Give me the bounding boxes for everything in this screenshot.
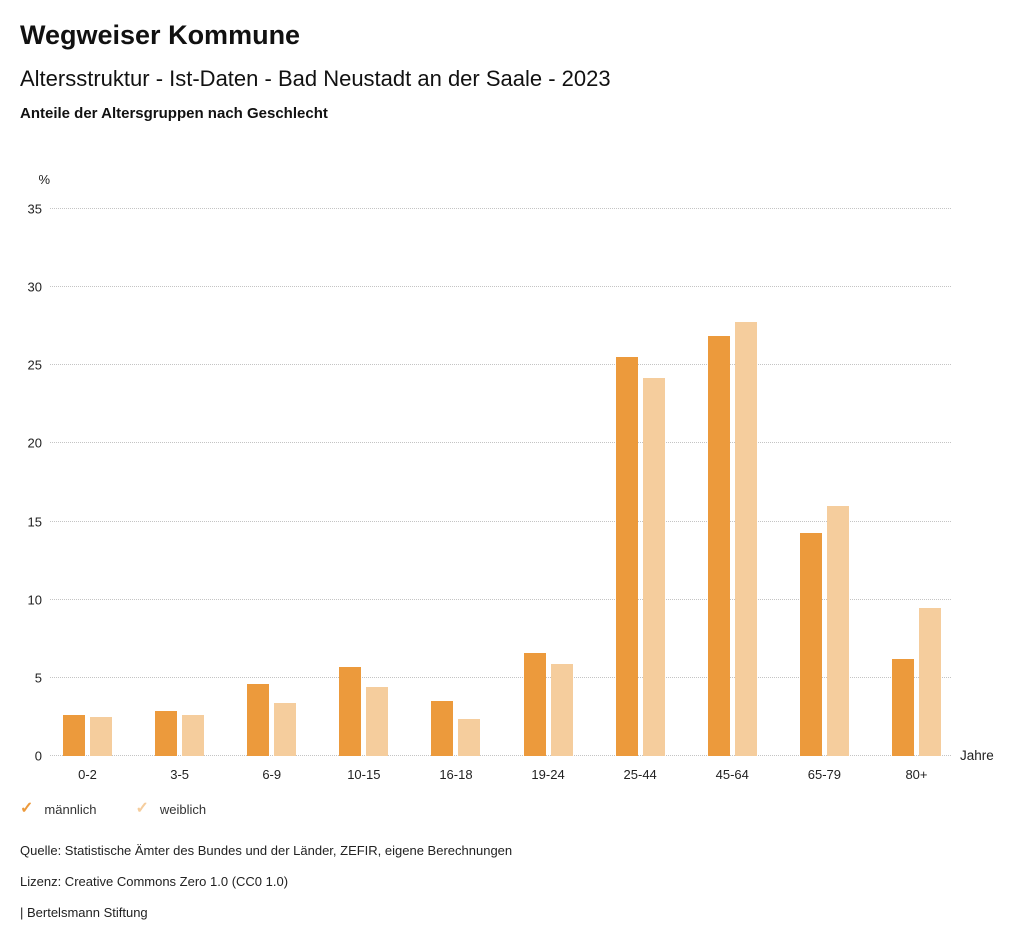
bar-weiblich-25-44[interactable] [642,377,665,756]
legend-item-maennlich[interactable]: ✓ männlich [20,801,96,817]
bar-männlich-6-9[interactable] [247,684,270,756]
bar-group-80+: 80+ [891,209,941,782]
y-axis-tick-label: 25 [27,357,42,373]
source-note: Quelle: Statistische Ämter des Bundes un… [20,843,513,858]
bar-group-25-44: 25-44 [615,209,665,782]
y-axis-tick-label: 35 [27,201,42,217]
bar-männlich-45-64[interactable] [707,335,730,756]
y-axis-tick-label: 0 [34,748,42,764]
bar-group-3-5: 3-5 [155,209,205,782]
bar-weiblich-6-9[interactable] [274,702,297,756]
gridline: 5 [35,671,951,684]
chart-title: Altersstruktur - Ist-Daten - Bad Neustad… [20,66,611,91]
gridline: 10 [28,593,951,606]
x-axis-tick-label: 65-79 [807,767,841,782]
bar-group-0-2: 0-2 [63,209,112,782]
gridline: 25 [28,359,951,372]
bar-group-6-9: 6-9 [247,209,297,782]
legend-label-weiblich: weiblich [159,801,207,817]
bar-group-19-24: 19-24 [523,209,573,782]
x-axis-tick-label: 19-24 [531,767,565,782]
legend: ✓ männlich ✓ weiblich [20,801,206,817]
gridline: 0 [35,750,951,763]
bar-männlich-19-24[interactable] [523,652,546,756]
gridline: 15 [28,515,951,528]
check-icon: ✓ [135,800,149,817]
gridline: 30 [28,281,951,294]
bar-group-45-64: 45-64 [707,209,757,782]
x-axis-tick-label: 45-64 [715,767,749,782]
bar-weiblich-3-5[interactable] [182,715,205,756]
bar-weiblich-10-15[interactable] [366,687,389,756]
legend-item-weiblich[interactable]: ✓ weiblich [135,801,206,817]
y-axis-tick-label: 10 [27,592,42,608]
bar-group-10-15: 10-15 [339,209,389,782]
bar-weiblich-80+[interactable] [918,607,941,756]
y-axis-tick-label: 5 [34,670,42,686]
bar-weiblich-0-2[interactable] [90,716,112,756]
bar-männlich-10-15[interactable] [339,666,362,756]
y-axis-tick-label: 30 [27,279,42,295]
bar-männlich-80+[interactable] [891,659,914,756]
y-axis-tick-label: 15 [27,514,42,530]
check-icon: ✓ [20,800,34,817]
bar-chart-plot-area: % Jahre 0 5 10 15 20 25 30 35 0-2 3-5 6-9 10-15 16-1… [28,172,994,782]
bar-weiblich-45-64[interactable] [734,321,757,756]
legend-label-maennlich: männlich [44,801,97,817]
x-axis-tick-label: 16-18 [439,767,473,782]
x-axis-tick-label: 10-15 [347,767,381,782]
y-axis-tick-label: 20 [27,435,42,451]
bar-group-16-18: 16-18 [431,209,481,782]
gridline: 35 [28,203,951,216]
x-axis-tick-label: 80+ [905,767,928,782]
y-axis-unit-label: % [38,172,50,187]
bar-weiblich-65-79[interactable] [826,505,849,756]
license-note: Lizenz: Creative Commons Zero 1.0 (CC0 1… [20,874,289,889]
x-axis-tick-label: 0-2 [78,767,97,782]
page-title: Wegweiser Kommune [20,20,301,50]
x-axis-tick-label: 3-5 [170,767,190,782]
bar-männlich-65-79[interactable] [799,532,822,756]
x-axis-tick-label: 25-44 [623,767,657,782]
attribution-note: | Bertelsmann Stiftung [20,905,148,920]
bar-männlich-3-5[interactable] [155,710,178,756]
chart-footer: Quelle: Statistische Ämter des Bundes un… [20,844,512,937]
bar-männlich-0-2[interactable] [63,715,85,756]
chart-subtitle: Anteile der Altersgruppen nach Geschlech… [20,105,328,122]
bar-weiblich-16-18[interactable] [458,718,481,756]
bar-groups: 0-2 3-5 6-9 10-15 16-18 19-24 25-44 45-64 65-79 8… [50,209,951,782]
x-axis-tick-label: 6-9 [262,767,282,782]
x-axis-unit-label: Jahre [960,748,994,763]
bar-weiblich-19-24[interactable] [550,663,573,756]
bar-männlich-25-44[interactable] [615,357,638,756]
bar-group-65-79: 65-79 [799,209,849,782]
gridline: 20 [28,437,951,450]
bar-männlich-16-18[interactable] [431,701,454,756]
